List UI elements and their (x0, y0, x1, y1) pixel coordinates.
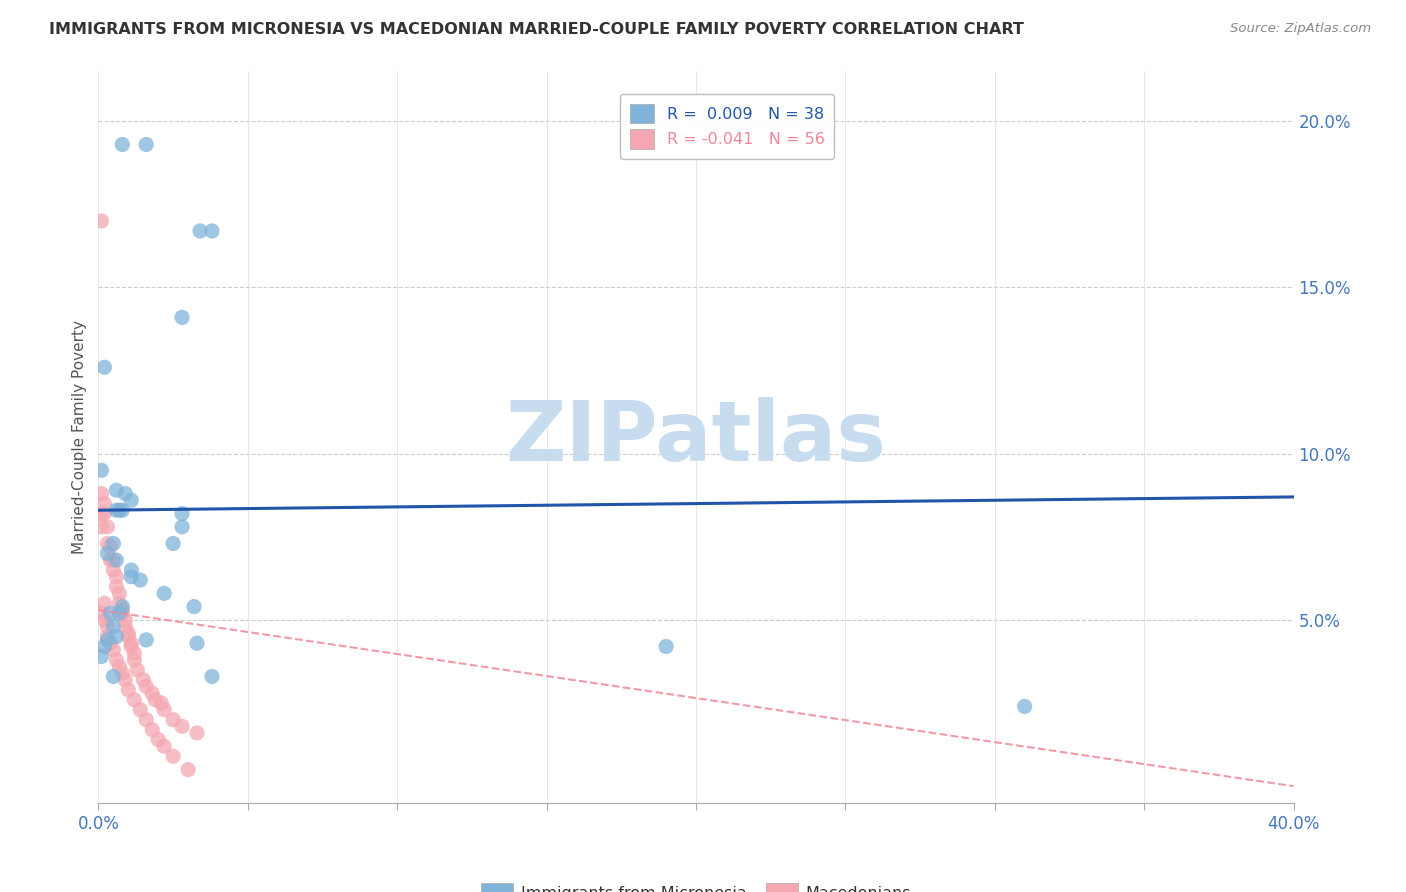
Point (162, 713, 184, 727)
Point (153, 586, 176, 600)
Point (183, 599, 205, 614)
Point (96, 630, 118, 644)
Point (90, 649, 112, 664)
Point (132, 673, 155, 687)
Point (124, 692, 146, 706)
Point (103, 643, 125, 657)
Point (172, 719, 194, 733)
Point (111, 503, 134, 517)
Point (201, 669, 224, 683)
Point (98, 607, 122, 621)
Point (129, 703, 152, 717)
Point (111, 599, 134, 614)
Point (1014, 699, 1036, 714)
Point (124, 653, 146, 667)
Point (141, 686, 163, 700)
Point (105, 580, 128, 594)
Point (120, 570, 142, 584)
Point (105, 570, 128, 584)
Point (90, 486, 112, 500)
Point (105, 503, 128, 517)
Point (103, 553, 125, 567)
Point (135, 632, 157, 647)
Point (124, 646, 146, 660)
Point (96, 619, 118, 633)
Point (90, 214, 112, 228)
Point (150, 696, 173, 710)
Point (105, 483, 128, 498)
Point (98, 540, 122, 554)
Point (172, 520, 194, 534)
Point (108, 586, 131, 600)
Point (103, 563, 125, 577)
Point (117, 682, 139, 697)
Point (93, 613, 115, 627)
Point (111, 603, 134, 617)
Point (655, 640, 678, 654)
Point (114, 613, 136, 627)
Point (96, 546, 118, 560)
Point (111, 137, 134, 152)
Point (153, 703, 176, 717)
Text: Source: ZipAtlas.com: Source: ZipAtlas.com (1230, 22, 1371, 36)
Point (93, 640, 115, 654)
Text: ZIPatlas: ZIPatlas (506, 397, 886, 477)
Point (98, 553, 122, 567)
Point (93, 497, 115, 511)
Point (172, 310, 194, 325)
Point (103, 536, 125, 550)
Point (135, 713, 157, 727)
Point (93, 360, 115, 375)
Point (120, 636, 142, 650)
Point (114, 486, 136, 500)
Point (105, 630, 128, 644)
Point (90, 520, 112, 534)
Point (103, 669, 125, 683)
Point (186, 636, 208, 650)
Point (172, 507, 194, 521)
Point (148, 732, 170, 747)
Point (129, 573, 152, 587)
Point (162, 749, 184, 764)
Point (96, 632, 118, 647)
Legend: Immigrants from Micronesia, Macedonians: Immigrants from Micronesia, Macedonians (474, 877, 918, 892)
Point (93, 507, 115, 521)
Point (127, 663, 149, 677)
Point (114, 673, 136, 687)
Point (108, 596, 131, 610)
Point (108, 607, 131, 621)
Point (93, 596, 115, 610)
Point (177, 763, 200, 777)
Point (90, 607, 112, 621)
Point (120, 640, 142, 654)
Point (117, 626, 139, 640)
Point (98, 636, 122, 650)
Point (90, 507, 112, 521)
Point (111, 607, 134, 621)
Text: IMMIGRANTS FROM MICRONESIA VS MACEDONIAN MARRIED-COUPLE FAMILY POVERTY CORRELATI: IMMIGRANTS FROM MICRONESIA VS MACEDONIAN… (49, 22, 1024, 37)
Point (105, 553, 128, 567)
Point (90, 463, 112, 477)
Point (186, 726, 208, 740)
Point (135, 680, 157, 694)
Point (120, 563, 142, 577)
Point (111, 666, 134, 681)
Point (201, 224, 224, 238)
Point (162, 536, 184, 550)
Point (105, 653, 128, 667)
Point (135, 137, 157, 152)
Point (108, 503, 131, 517)
Point (153, 739, 176, 754)
Point (96, 520, 118, 534)
Point (108, 659, 131, 673)
Point (103, 619, 125, 633)
Point (188, 224, 211, 238)
Point (117, 630, 139, 644)
Point (120, 493, 142, 508)
Y-axis label: Married-Couple Family Poverty: Married-Couple Family Poverty (72, 320, 87, 554)
Point (114, 619, 136, 633)
Point (143, 692, 166, 706)
Point (141, 723, 163, 737)
Point (96, 536, 118, 550)
